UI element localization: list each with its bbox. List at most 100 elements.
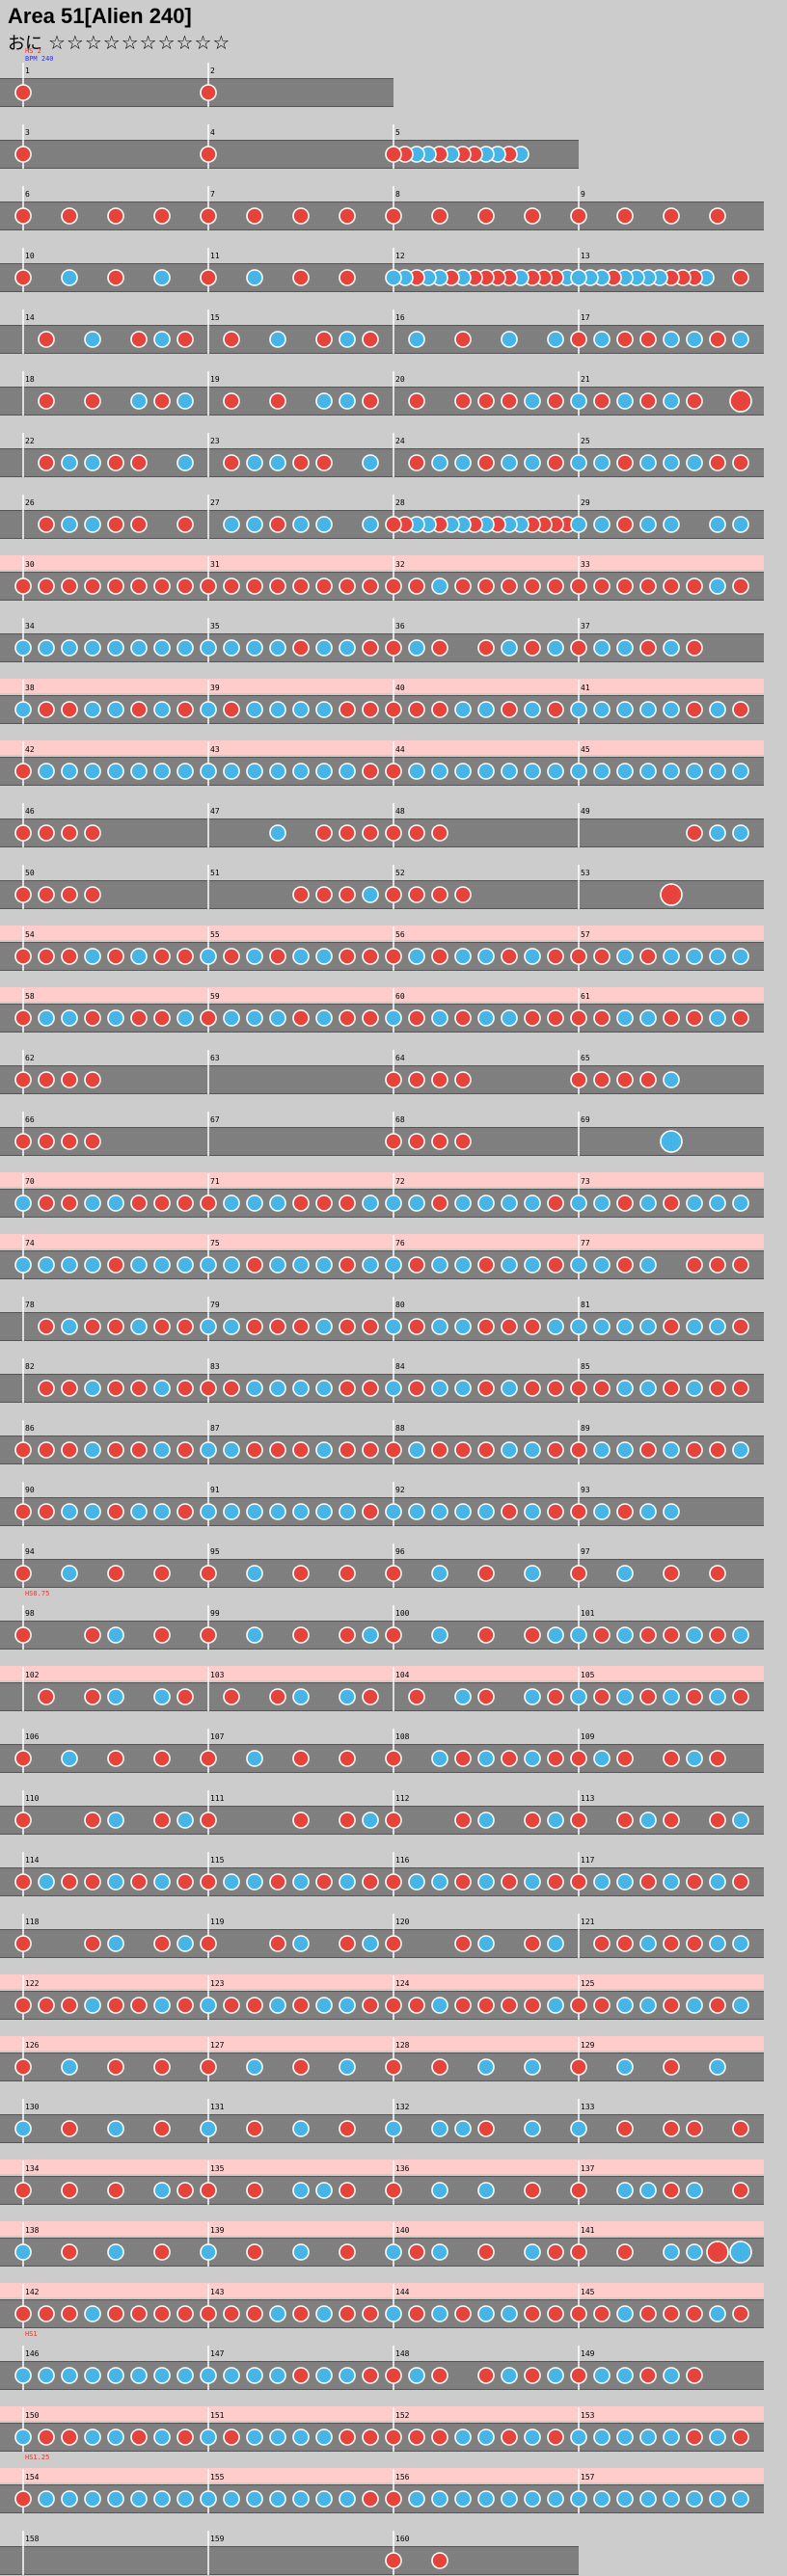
- don-note: [362, 2367, 379, 2384]
- don-note: [639, 639, 657, 657]
- don-note: [616, 2120, 634, 2137]
- don-note: [339, 2428, 356, 2446]
- don-note: [639, 2305, 657, 2322]
- ka-note: [176, 2490, 194, 2508]
- don-note: [501, 1318, 518, 1335]
- ka-note: [223, 1503, 240, 1520]
- measure-number: 1: [25, 67, 30, 75]
- measure-number: 73: [581, 1177, 590, 1186]
- ka-note: [153, 269, 171, 286]
- ka-note: [153, 701, 171, 718]
- ka-note: [61, 2367, 78, 2384]
- don-note: [292, 1318, 310, 1335]
- ka-note: [501, 454, 518, 471]
- lane: [0, 448, 764, 477]
- don-note: [269, 948, 286, 965]
- ka-note: [431, 763, 448, 780]
- ka-note: [524, 2058, 541, 2076]
- ka-note: [524, 1750, 541, 1767]
- don-note: [524, 2367, 541, 2384]
- ka-note: [431, 1873, 448, 1891]
- ka-note: [246, 454, 263, 471]
- don-note: [408, 886, 425, 903]
- don-note: [223, 948, 240, 965]
- don-note: [385, 1997, 402, 2014]
- don-note: [14, 886, 32, 903]
- ka-note: [639, 1997, 657, 2014]
- lane: [0, 1004, 764, 1033]
- ka-note: [616, 1565, 634, 1582]
- don-note: [61, 2120, 78, 2137]
- ka-note: [709, 1873, 726, 1891]
- ka-note: [593, 1194, 611, 1212]
- don-note: [570, 207, 587, 225]
- ka-note: [315, 1318, 333, 1335]
- ka-note: [570, 1318, 587, 1335]
- lane: [0, 2484, 764, 2513]
- measure-number: 18: [25, 375, 35, 384]
- ka-note: [616, 1318, 634, 1335]
- don-note: [709, 1811, 726, 1829]
- ka-note: [246, 2428, 263, 2446]
- ka-note: [84, 454, 101, 471]
- ka-note: [431, 2120, 448, 2137]
- measure-number: 109: [581, 1732, 595, 1741]
- measure-number: 48: [395, 807, 405, 816]
- ka-note: [315, 763, 333, 780]
- ka-note: [709, 516, 726, 533]
- ka-note: [639, 763, 657, 780]
- don-note: [246, 1997, 263, 2014]
- measure-number: 15: [210, 313, 220, 322]
- ka-note: [547, 1318, 564, 1335]
- don-note: [14, 1133, 32, 1150]
- ka-note: [593, 2428, 611, 2446]
- gogo-band: [0, 2283, 764, 2297]
- don-note: [14, 84, 32, 101]
- ka-note: [709, 2305, 726, 2322]
- ka-note: [732, 948, 749, 965]
- ka-note: [130, 1318, 148, 1335]
- ka-note: [501, 1380, 518, 1397]
- lane: [0, 387, 764, 416]
- don-note: [408, 2428, 425, 2446]
- don-note: [593, 1997, 611, 2014]
- ka-note: [616, 2367, 634, 2384]
- ka-note: [200, 2243, 217, 2261]
- measure-number: 68: [395, 1115, 405, 1124]
- don-note: [339, 1626, 356, 1644]
- don-note: [339, 886, 356, 903]
- ka-note: [663, 763, 680, 780]
- ka-note: [639, 454, 657, 471]
- chart-event-label: HS0.75: [25, 1590, 49, 1597]
- measure-number: 95: [210, 1547, 220, 1556]
- ka-note: [454, 1256, 472, 1274]
- ka-note: [339, 1873, 356, 1891]
- ka-note: [14, 1194, 32, 1212]
- don-note: [709, 454, 726, 471]
- don-note: [223, 701, 240, 718]
- don-note: [246, 1441, 263, 1459]
- ka-note: [663, 701, 680, 718]
- lane: [0, 1621, 764, 1650]
- lane: [0, 2176, 764, 2205]
- ka-note: [130, 639, 148, 657]
- ka-note: [477, 948, 495, 965]
- ka-note: [292, 1688, 310, 1705]
- ka-note: [547, 639, 564, 657]
- lane: [0, 1806, 764, 1835]
- gogo-band: [0, 2406, 764, 2421]
- don-note: [61, 1380, 78, 1397]
- don-note: [130, 1009, 148, 1027]
- don-note: [14, 2305, 32, 2322]
- lane: [0, 1497, 764, 1526]
- ka-note: [200, 1256, 217, 1274]
- don-note: [61, 1071, 78, 1088]
- don-note: [431, 207, 448, 225]
- don-note: [477, 1997, 495, 2014]
- ka-note: [246, 1503, 263, 1520]
- don-note: [292, 1009, 310, 1027]
- don-note: [292, 1194, 310, 1212]
- measure-number: 145: [581, 2288, 595, 2296]
- don-note: [593, 392, 611, 410]
- ka-note: [686, 1380, 703, 1397]
